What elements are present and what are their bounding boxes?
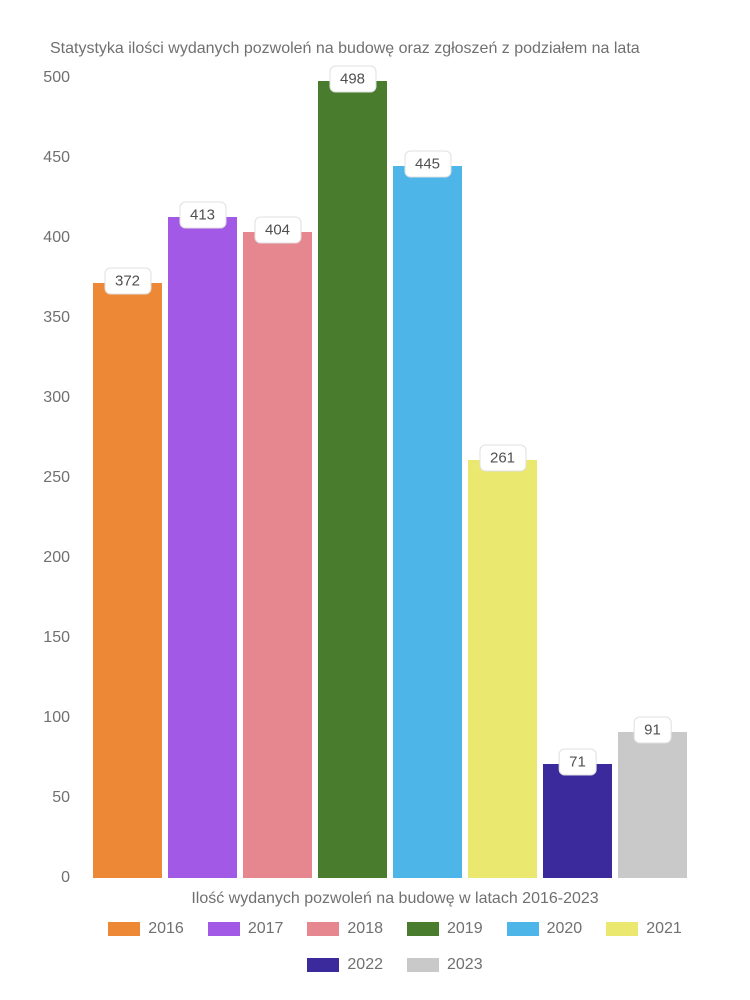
bars-area: 3724134044984452617191 bbox=[80, 78, 700, 878]
plot-area: 050100150200250300350400450500 372413404… bbox=[80, 78, 700, 878]
legend-item-2023: 2023 bbox=[407, 956, 483, 974]
y-tick: 350 bbox=[43, 309, 70, 327]
legend-label: 2018 bbox=[347, 920, 383, 938]
chart-title: Statystyka ilości wydanych pozwoleń na b… bbox=[50, 40, 710, 58]
legend-swatch bbox=[108, 922, 140, 936]
y-axis: 050100150200250300350400450500 bbox=[30, 78, 80, 878]
legend-swatch bbox=[507, 922, 539, 936]
y-tick: 450 bbox=[43, 149, 70, 167]
bar-value-label: 404 bbox=[254, 216, 301, 243]
bar-2020: 445 bbox=[393, 166, 462, 878]
bar-2017: 413 bbox=[168, 217, 237, 878]
legend-label: 2022 bbox=[347, 956, 383, 974]
legend-label: 2016 bbox=[148, 920, 184, 938]
legend-item-2021: 2021 bbox=[606, 920, 682, 938]
y-tick: 250 bbox=[43, 469, 70, 487]
y-tick: 50 bbox=[52, 789, 70, 807]
legend-item-2017: 2017 bbox=[208, 920, 284, 938]
bar-value-label: 413 bbox=[179, 202, 226, 229]
y-tick: 200 bbox=[43, 549, 70, 567]
bar-2016: 372 bbox=[93, 283, 162, 878]
y-tick: 500 bbox=[43, 69, 70, 87]
legend-label: 2017 bbox=[248, 920, 284, 938]
bar-2023: 91 bbox=[618, 732, 687, 878]
legend-item-2019: 2019 bbox=[407, 920, 483, 938]
legend: 2016 2017 2018 2019 2020 2021 2022 2023 bbox=[80, 920, 710, 974]
bar-value-label: 445 bbox=[404, 151, 451, 178]
bar-value-label: 261 bbox=[479, 445, 526, 472]
legend-swatch bbox=[407, 958, 439, 972]
legend-swatch bbox=[307, 958, 339, 972]
bar-value-label: 498 bbox=[329, 66, 376, 93]
y-tick: 150 bbox=[43, 629, 70, 647]
legend-item-2018: 2018 bbox=[307, 920, 383, 938]
bar-value-label: 91 bbox=[633, 717, 672, 744]
y-tick: 400 bbox=[43, 229, 70, 247]
chart-container: Statystyka ilości wydanych pozwoleń na b… bbox=[0, 0, 750, 1000]
legend-label: 2019 bbox=[447, 920, 483, 938]
legend-item-2022: 2022 bbox=[307, 956, 383, 974]
legend-swatch bbox=[407, 922, 439, 936]
bar-2021: 261 bbox=[468, 460, 537, 878]
legend-label: 2020 bbox=[547, 920, 583, 938]
y-tick: 0 bbox=[61, 869, 70, 887]
legend-item-2020: 2020 bbox=[507, 920, 583, 938]
bar-value-label: 71 bbox=[558, 749, 597, 776]
bar-2018: 404 bbox=[243, 232, 312, 878]
legend-swatch bbox=[606, 922, 638, 936]
y-tick: 100 bbox=[43, 709, 70, 727]
bar-2022: 71 bbox=[543, 764, 612, 878]
legend-swatch bbox=[307, 922, 339, 936]
legend-swatch bbox=[208, 922, 240, 936]
x-axis-label: Ilość wydanych pozwoleń na budowę w lata… bbox=[80, 890, 710, 908]
bar-2019: 498 bbox=[318, 81, 387, 878]
legend-label: 2021 bbox=[646, 920, 682, 938]
legend-item-2016: 2016 bbox=[108, 920, 184, 938]
legend-label: 2023 bbox=[447, 956, 483, 974]
y-tick: 300 bbox=[43, 389, 70, 407]
bar-value-label: 372 bbox=[104, 267, 151, 294]
